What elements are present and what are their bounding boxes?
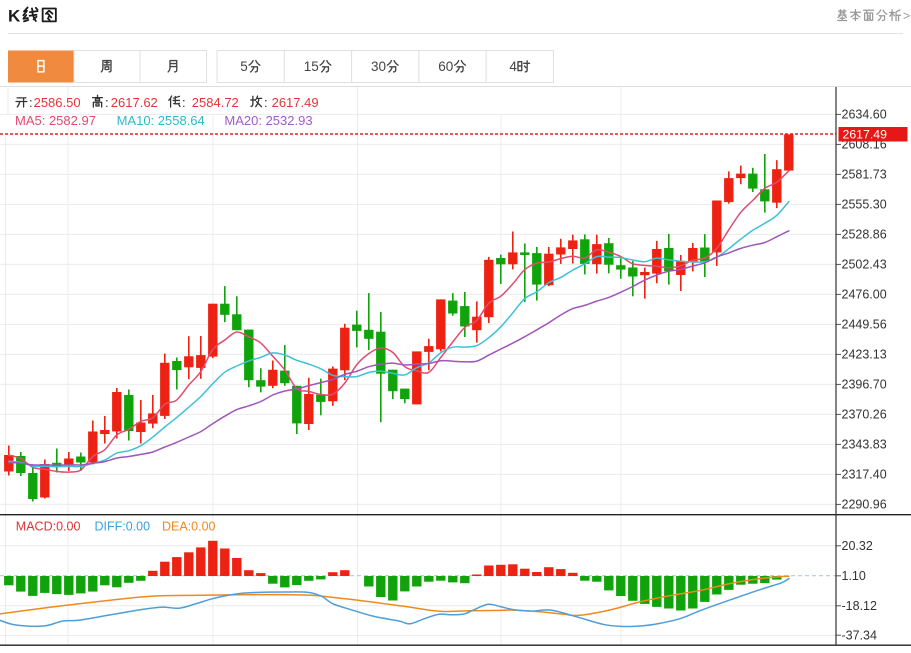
svg-text:30: 30 [371,59,386,74]
svg-text:2396.70: 2396.70 [842,378,887,392]
svg-text:60: 60 [438,59,453,74]
svg-text:2586.50: 2586.50 [34,95,81,110]
svg-text:DEA:0.00: DEA:0.00 [162,520,216,534]
svg-text:20.32: 20.32 [842,539,873,553]
svg-text::: : [182,95,186,110]
svg-text:1.10: 1.10 [842,569,866,583]
svg-text:MA20: 2532.93: MA20: 2532.93 [224,113,312,128]
svg-text:2634.60: 2634.60 [842,108,887,122]
svg-text:MA5: 2582.97: MA5: 2582.97 [15,113,96,128]
svg-text:15: 15 [304,59,319,74]
svg-text:MA10: 2558.64: MA10: 2558.64 [117,113,205,128]
svg-text:2555.30: 2555.30 [842,198,887,212]
svg-text:2584.72: 2584.72 [192,95,239,110]
svg-text:2449.56: 2449.56 [842,318,887,332]
svg-text:K: K [8,7,21,26]
svg-text:DIFF:0.00: DIFF:0.00 [95,520,151,534]
svg-text:2317.40: 2317.40 [842,468,887,482]
svg-text:5: 5 [240,59,248,74]
svg-text:2370.26: 2370.26 [842,408,887,422]
svg-text:2617.62: 2617.62 [111,95,158,110]
svg-text:2617.49: 2617.49 [843,128,888,142]
svg-text:>: > [903,9,910,23]
svg-text:2502.43: 2502.43 [842,258,887,272]
svg-text::: : [264,95,268,110]
svg-text:-37.34: -37.34 [842,629,877,643]
svg-text:2617.49: 2617.49 [272,95,319,110]
svg-text:2581.73: 2581.73 [842,168,887,182]
svg-text::: : [29,95,33,110]
svg-text:2343.83: 2343.83 [842,438,887,452]
svg-text::: : [105,95,109,110]
svg-text:2290.96: 2290.96 [842,498,887,512]
svg-text:-18.12: -18.12 [842,599,877,613]
svg-text:MACD:0.00: MACD:0.00 [16,520,81,534]
svg-text:2476.00: 2476.00 [842,288,887,302]
svg-text:4: 4 [509,59,517,74]
svg-text:2423.13: 2423.13 [842,348,887,362]
svg-text:2528.86: 2528.86 [842,228,887,242]
